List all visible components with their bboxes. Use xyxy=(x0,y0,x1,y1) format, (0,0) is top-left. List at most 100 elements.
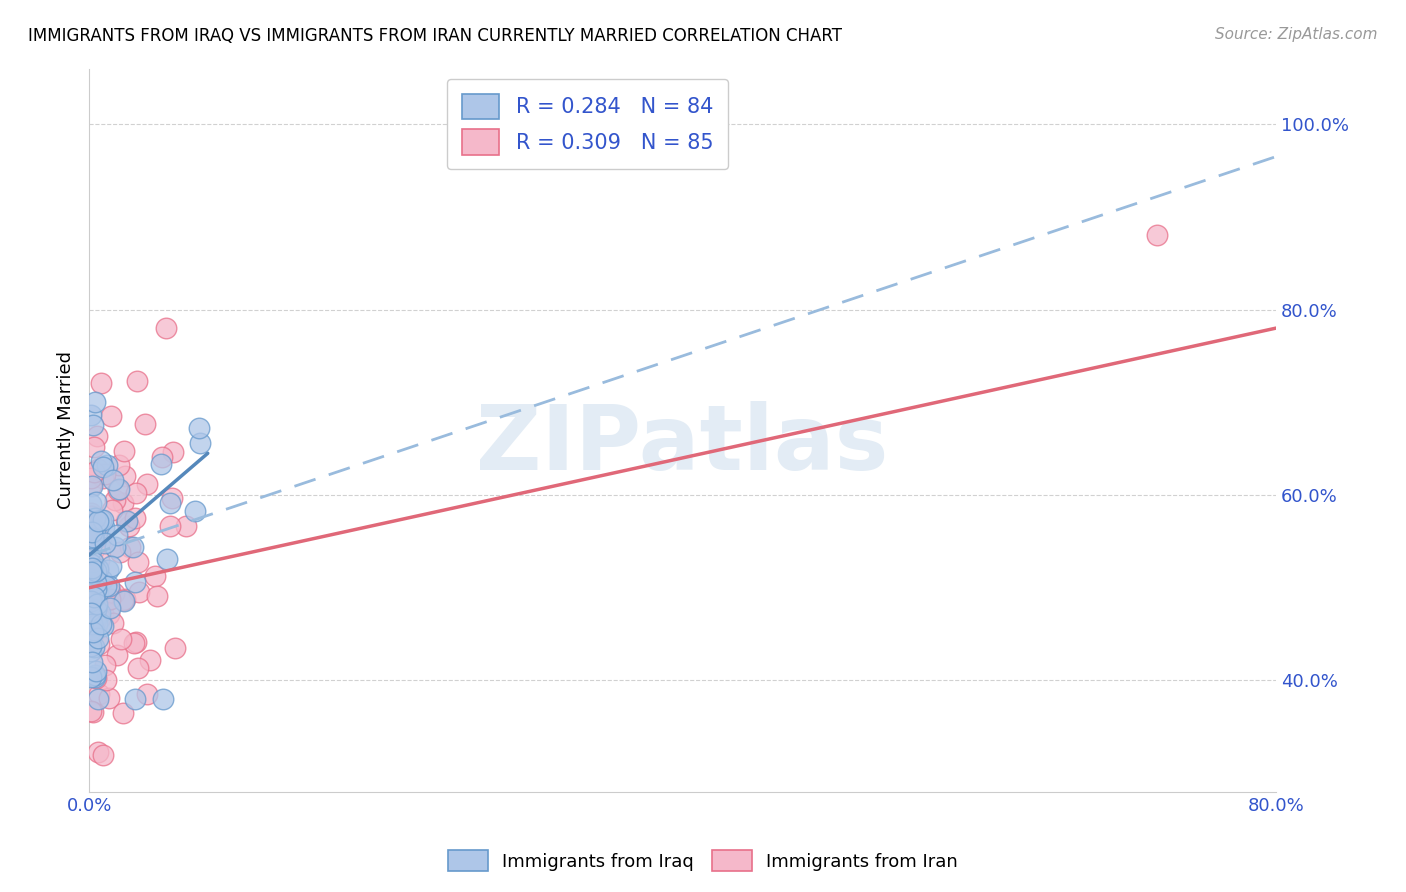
Point xyxy=(82,479,104,493)
Point xyxy=(79,531,101,545)
Point xyxy=(79,543,101,558)
Point xyxy=(110,632,132,646)
Point xyxy=(107,482,129,496)
Point xyxy=(112,592,135,607)
Point xyxy=(86,616,108,631)
Point xyxy=(83,440,105,454)
Point xyxy=(79,616,101,631)
Point xyxy=(139,653,162,667)
Point xyxy=(97,607,120,621)
Point xyxy=(94,467,117,481)
Point xyxy=(79,531,101,545)
Y-axis label: Currently Married: Currently Married xyxy=(58,351,75,509)
Point xyxy=(86,601,108,615)
Point xyxy=(96,673,118,687)
Point xyxy=(128,585,150,599)
Point xyxy=(79,597,101,611)
Point xyxy=(83,590,105,604)
Point xyxy=(89,611,111,625)
Point xyxy=(87,585,110,599)
Point xyxy=(143,569,166,583)
Point xyxy=(87,692,110,706)
Point xyxy=(83,542,105,557)
Point xyxy=(100,592,122,607)
Point xyxy=(82,582,104,596)
Point xyxy=(80,655,103,669)
Point xyxy=(84,395,107,409)
Point xyxy=(97,563,120,577)
Point xyxy=(125,486,148,500)
Point xyxy=(87,688,110,702)
Point xyxy=(115,514,138,528)
Point xyxy=(91,573,114,587)
Point xyxy=(188,420,211,434)
Point xyxy=(104,493,127,508)
Point xyxy=(87,561,110,575)
Point xyxy=(87,745,110,759)
Point xyxy=(82,705,104,719)
Point xyxy=(121,541,143,555)
Point xyxy=(82,508,104,523)
Point xyxy=(83,624,105,638)
Point xyxy=(79,506,101,520)
Point xyxy=(90,454,112,468)
Point xyxy=(120,540,142,554)
Point xyxy=(110,545,132,559)
Point xyxy=(112,444,135,458)
Point xyxy=(149,457,172,471)
Point xyxy=(82,417,104,432)
Point xyxy=(84,612,107,626)
Point xyxy=(79,644,101,658)
Point xyxy=(89,606,111,620)
Point xyxy=(114,591,136,606)
Point xyxy=(86,428,108,442)
Point xyxy=(84,665,107,679)
Point xyxy=(155,321,177,335)
Point xyxy=(79,670,101,684)
Point xyxy=(79,586,101,600)
Point xyxy=(86,495,108,509)
Point xyxy=(124,575,146,590)
Point xyxy=(79,477,101,491)
Point xyxy=(79,704,101,718)
Point xyxy=(103,586,125,600)
Point xyxy=(79,471,101,485)
Point xyxy=(108,458,131,473)
Point xyxy=(111,496,134,510)
Point xyxy=(82,605,104,619)
Point xyxy=(115,515,138,529)
Point xyxy=(160,491,183,506)
Point xyxy=(84,578,107,592)
Point xyxy=(94,579,117,593)
Point xyxy=(91,606,114,620)
Point xyxy=(150,450,173,465)
Point xyxy=(84,591,107,605)
Point xyxy=(79,568,101,582)
Point xyxy=(111,706,134,720)
Point xyxy=(91,513,114,527)
Point xyxy=(80,596,103,610)
Point xyxy=(100,409,122,424)
Point xyxy=(83,559,105,574)
Point xyxy=(98,601,121,615)
Point xyxy=(124,511,146,525)
Point xyxy=(80,572,103,586)
Point xyxy=(83,533,105,547)
Point xyxy=(107,648,129,662)
Point xyxy=(136,688,159,702)
Point xyxy=(174,519,197,533)
Point xyxy=(84,510,107,524)
Point xyxy=(104,541,127,555)
Point xyxy=(79,497,101,511)
Point xyxy=(86,597,108,611)
Point xyxy=(91,471,114,485)
Point xyxy=(80,525,103,540)
Point xyxy=(98,691,121,706)
Point xyxy=(107,483,129,497)
Point xyxy=(98,585,121,599)
Text: IMMIGRANTS FROM IRAQ VS IMMIGRANTS FROM IRAN CURRENTLY MARRIED CORRELATION CHART: IMMIGRANTS FROM IRAQ VS IMMIGRANTS FROM … xyxy=(28,27,842,45)
Point xyxy=(159,496,181,510)
Point xyxy=(84,523,107,537)
Point xyxy=(79,560,101,574)
Point xyxy=(82,530,104,544)
